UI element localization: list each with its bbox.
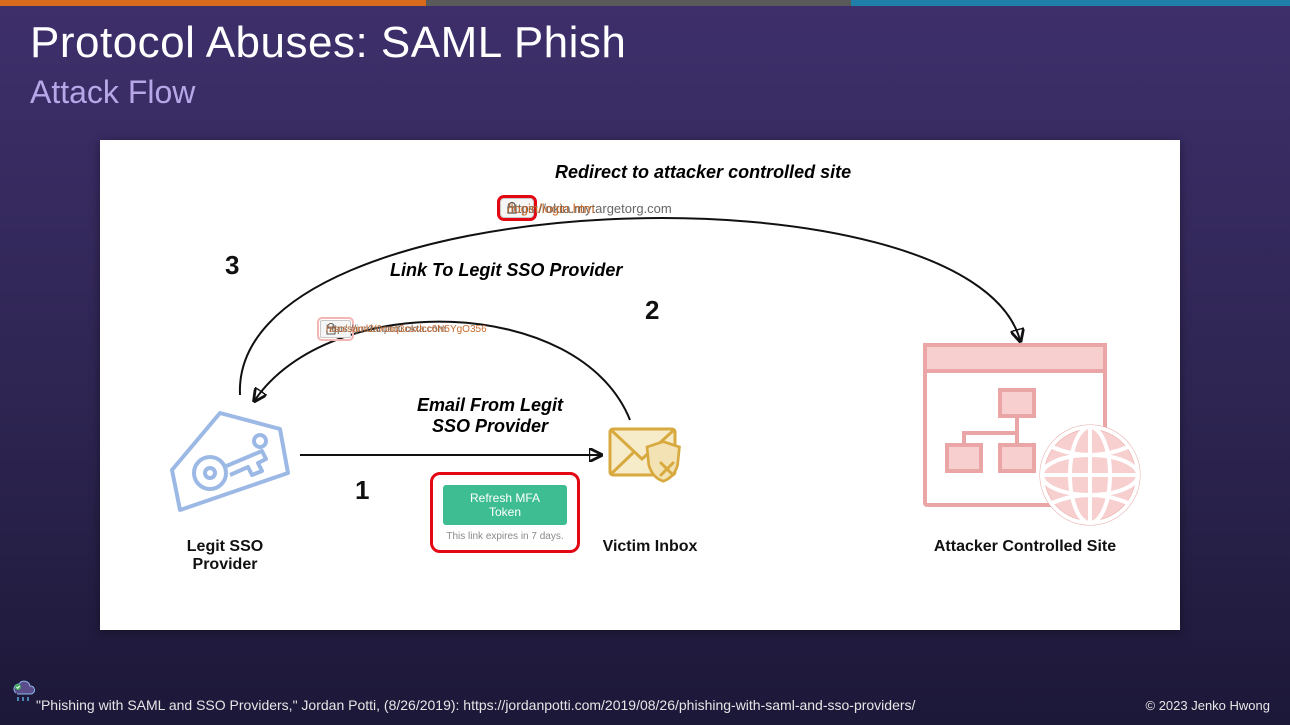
slide-subtitle: Attack Flow — [30, 74, 195, 111]
step-1-number: 1 — [355, 475, 369, 506]
top-accent-bar — [0, 0, 1290, 6]
edge-3-label: Redirect to attacker controlled site — [555, 162, 851, 183]
legit-url-box: https://jordanpotti.okta.com/sso/saml2/0… — [320, 320, 351, 338]
accent-seg-blue — [851, 0, 1290, 6]
refresh-mfa-button[interactable]: Refresh MFA Token — [443, 485, 567, 525]
diagram-canvas: Redirect to attacker controlled site htt… — [100, 140, 1180, 630]
edge-1-label: Email From Legit SSO Provider — [390, 395, 590, 437]
sso-node-label: Legit SSO Provider — [155, 538, 295, 574]
attacker-site-icon — [915, 335, 1145, 535]
edge-3-arrow — [240, 218, 1020, 395]
sso-key-tag-icon — [160, 395, 300, 525]
accent-seg-orange — [0, 0, 426, 6]
victim-inbox-icon — [605, 415, 695, 495]
step-3-number: 3 — [225, 250, 239, 281]
accent-seg-gray — [426, 0, 852, 6]
redirect-url-suffix: /login/login.htm — [507, 201, 594, 216]
legit-url-suffix: /sso/saml2/0oaq3csxlcc6N5YgO356 — [326, 324, 487, 335]
footer-copyright: © 2023 Jenko Hwong — [1146, 698, 1271, 713]
slide: Protocol Abuses: SAML Phish Attack Flow … — [0, 0, 1290, 725]
inbox-node-label: Victim Inbox — [570, 538, 730, 556]
slide-title: Protocol Abuses: SAML Phish — [30, 18, 626, 68]
redirect-url-box: https://okta.mytargetorg.com/login/login… — [500, 198, 534, 218]
footer-logo-icon — [10, 677, 36, 703]
email-cta-box: Refresh MFA Token This link expires in 7… — [430, 472, 580, 553]
edge-2-label: Link To Legit SSO Provider — [390, 260, 622, 281]
step-2-number: 2 — [645, 295, 659, 326]
email-cta-subtext: This link expires in 7 days. — [443, 531, 567, 542]
footer-citation: "Phishing with SAML and SSO Providers," … — [36, 697, 915, 713]
attacker-node-label: Attacker Controlled Site — [900, 538, 1150, 556]
